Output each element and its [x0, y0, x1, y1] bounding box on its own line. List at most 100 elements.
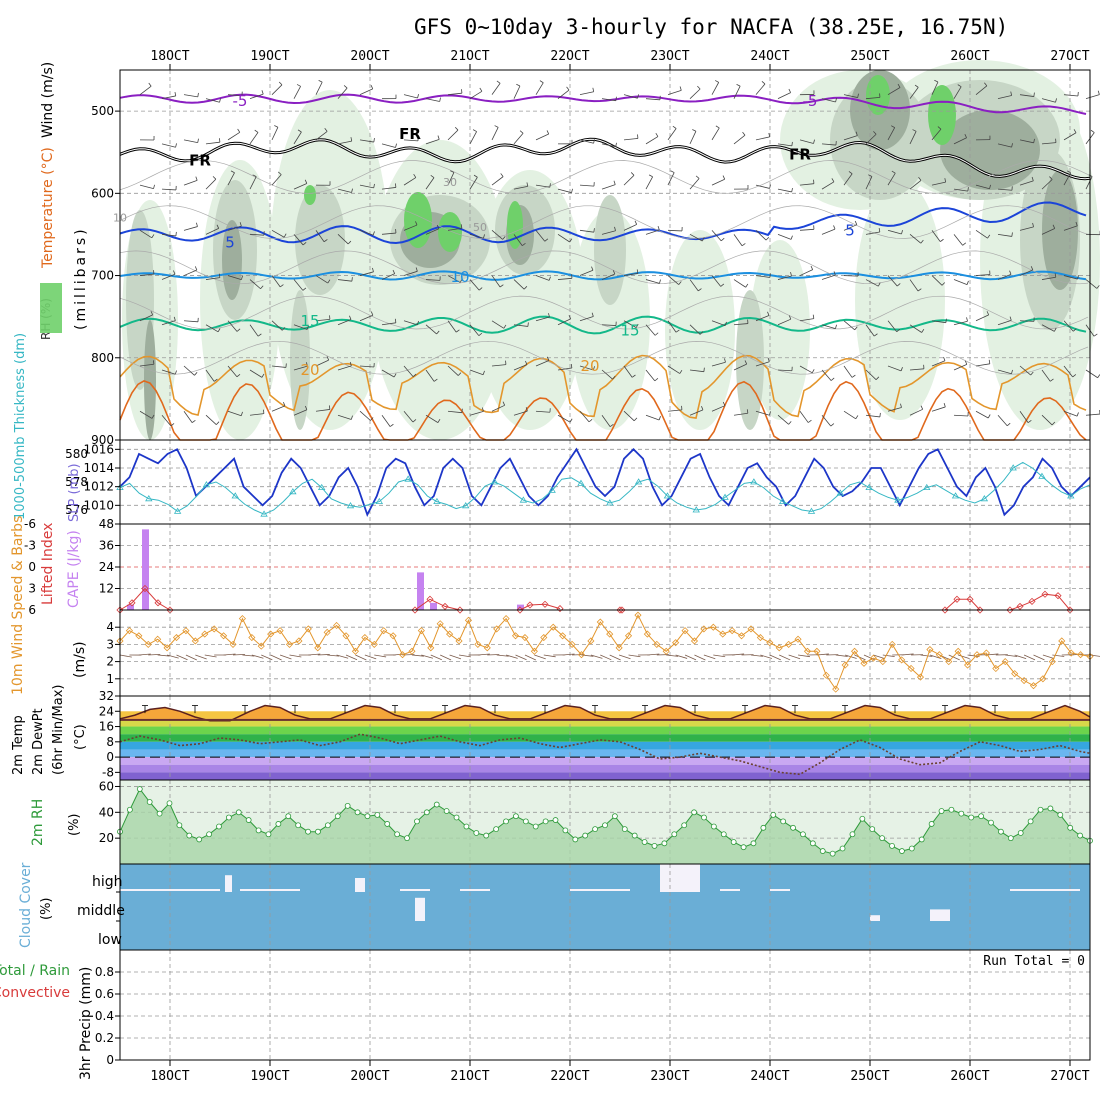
- wind10m-barb: [364, 654, 377, 660]
- thickness-point: [519, 496, 528, 503]
- wind10m-barb: [355, 654, 367, 661]
- wind-barb: [975, 314, 989, 322]
- wind-barb-flag: [807, 419, 812, 423]
- rh2m-point: [938, 808, 945, 814]
- rh2m-point: [572, 836, 579, 843]
- wind10m-point: [238, 615, 246, 623]
- wind-barb: [733, 323, 748, 326]
- precip-convective-label: Convective: [0, 985, 70, 1001]
- top-date-label: 18OCT: [150, 49, 189, 64]
- wind10m-point: [794, 635, 802, 643]
- wind-barb: [1063, 410, 1078, 417]
- temp-band: [120, 711, 1090, 719]
- wind10m-barb: [1033, 654, 1045, 661]
- wind-barb-flag: [151, 234, 155, 239]
- rh2m-point: [592, 826, 599, 833]
- wind-barb: [205, 178, 217, 190]
- thickness-point: [173, 507, 182, 514]
- wind-barb: [909, 131, 917, 145]
- wind10m-point: [756, 633, 764, 642]
- wind-barb-flag: [350, 415, 353, 420]
- wind-barb-flag: [417, 94, 419, 99]
- wind-barb: [271, 174, 282, 186]
- wind-barb: [821, 414, 832, 427]
- wind-barb-flag: [197, 138, 199, 143]
- wind-barb: [1019, 320, 1035, 322]
- wind10m-point: [813, 647, 821, 655]
- wind-barb-flag: [873, 131, 877, 135]
- cloud-gap: [225, 875, 232, 892]
- wind10m-point: [596, 618, 604, 626]
- wind10m-point: [549, 623, 557, 631]
- wind-barb: [711, 275, 722, 287]
- wind-barb-flag: [459, 278, 463, 283]
- isotherm-label: FR: [189, 151, 211, 169]
- wind10m-point: [182, 627, 190, 635]
- precip-label: 3hr Precip (mm): [78, 967, 94, 1080]
- wind-barb: [359, 410, 371, 421]
- wind-barb: [799, 269, 813, 276]
- wind-barb-flag: [216, 421, 220, 425]
- wind-barb-flag: [921, 328, 925, 333]
- wind-barb-flag: [261, 373, 265, 378]
- cloud-gap: [415, 897, 425, 921]
- wind-barb: [821, 274, 836, 280]
- isotherm-label: 15: [620, 322, 639, 340]
- wind10m-barb: [251, 654, 264, 659]
- precip-grid: [120, 950, 1090, 1060]
- li-point: [128, 599, 136, 607]
- wind-barb: [271, 127, 279, 141]
- wind-barb-flag: [659, 279, 661, 284]
- wind-barb: [425, 324, 437, 335]
- wind10m-point: [785, 640, 793, 648]
- wind-barb: [271, 229, 285, 238]
- wind10m-point: [1011, 670, 1019, 678]
- isotherm-label: FR: [789, 146, 811, 164]
- wind-barb: [689, 279, 699, 292]
- wind-barb: [161, 95, 176, 100]
- wind10m-barb: [148, 653, 161, 656]
- bottom-date-label: 25OCT: [850, 1069, 889, 1084]
- wind-barb: [337, 87, 348, 99]
- wind10m-point: [361, 633, 369, 642]
- wind-barb: [601, 273, 615, 280]
- wind-barb: [843, 173, 853, 186]
- li-point: [953, 595, 961, 603]
- wind-barb-flag: [343, 85, 348, 89]
- wind-barb-flag: [219, 98, 221, 103]
- wind-barb: [843, 94, 858, 98]
- tick-label: 2: [106, 655, 114, 669]
- dewpt-label: 2m DewPt: [31, 708, 46, 775]
- li-line: [1009, 593, 1071, 611]
- cape-label: CAPE (J/kg): [66, 530, 82, 608]
- wind-barb: [645, 229, 660, 235]
- wind-barb-flag: [548, 276, 551, 281]
- wind-barb-flag: [769, 411, 771, 416]
- wind-barb-flag: [593, 366, 595, 371]
- wind-barb: [249, 233, 264, 236]
- wind-barb: [513, 234, 523, 246]
- wind10m-barb: [694, 654, 706, 661]
- wind-barb: [139, 184, 154, 190]
- wind-barb: [623, 320, 637, 328]
- li-point: [456, 606, 464, 614]
- wind-barb-flag: [1030, 371, 1034, 376]
- wind-barb-flag: [692, 129, 697, 132]
- wind-barb-flag: [433, 378, 438, 382]
- wind-barb-flag: [302, 242, 307, 246]
- rh2m-point: [493, 826, 500, 833]
- rh2m-point: [186, 832, 193, 839]
- wind-barb-flag: [678, 281, 682, 285]
- wind-barb: [931, 181, 946, 186]
- wind-barb-flag: [897, 83, 901, 88]
- wind-barb: [513, 410, 528, 416]
- wind-barb-flag: [637, 94, 639, 99]
- wind-barb-flag: [283, 233, 287, 238]
- rh2m-point: [196, 836, 203, 843]
- wind-barb-flag: [1009, 270, 1012, 275]
- rh2m-point: [453, 814, 460, 821]
- wind-barb: [733, 85, 741, 99]
- wind-barb-flag: [1027, 420, 1032, 423]
- rh2m-point: [324, 822, 331, 829]
